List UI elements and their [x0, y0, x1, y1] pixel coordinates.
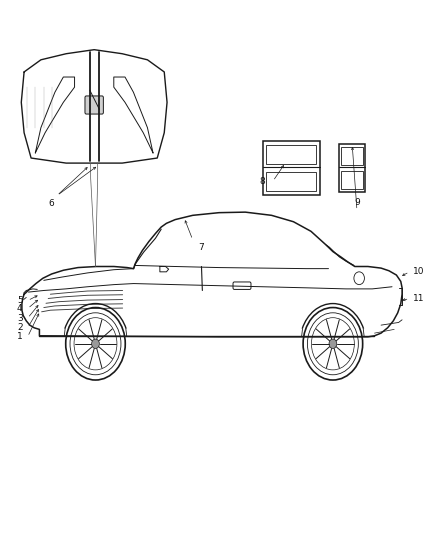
- Text: 10: 10: [413, 268, 424, 276]
- Bar: [342, 147, 363, 165]
- Text: 5: 5: [17, 296, 23, 305]
- FancyBboxPatch shape: [85, 96, 103, 114]
- Circle shape: [92, 339, 99, 349]
- Text: 4: 4: [17, 304, 22, 313]
- Bar: [339, 144, 365, 192]
- Text: 8: 8: [259, 177, 265, 185]
- Bar: [266, 172, 316, 191]
- Text: 11: 11: [413, 294, 424, 303]
- Text: 1: 1: [17, 333, 23, 341]
- Text: 7: 7: [198, 244, 205, 252]
- Text: 3: 3: [17, 314, 23, 322]
- Text: 6: 6: [49, 199, 55, 208]
- Bar: [263, 141, 320, 195]
- Circle shape: [329, 339, 337, 349]
- Text: 9: 9: [354, 198, 360, 207]
- Bar: [266, 145, 316, 164]
- Text: 2: 2: [17, 324, 22, 332]
- Bar: [342, 171, 363, 189]
